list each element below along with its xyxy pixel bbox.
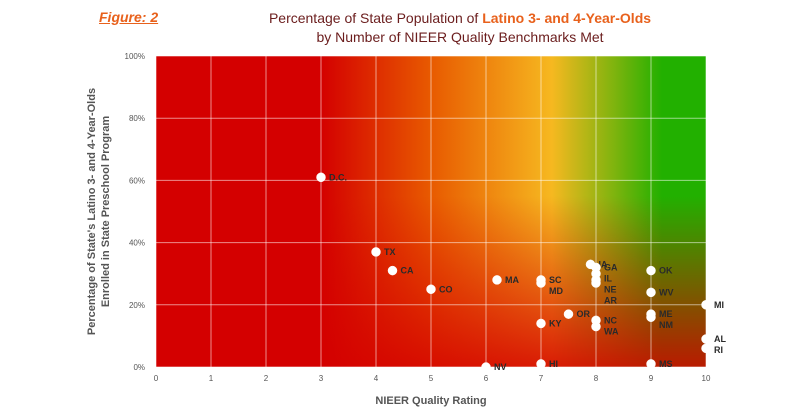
figure-label: Figure: 2: [99, 9, 159, 25]
x-tick-label: 9: [649, 374, 654, 383]
point-label: NC: [604, 315, 617, 325]
data-point: [646, 359, 656, 369]
point-label: MD: [549, 286, 563, 296]
point-label: GA: [604, 262, 618, 272]
chart-title: Percentage of State Population of Latino…: [160, 9, 760, 47]
data-point: [536, 359, 546, 369]
point-label: WV: [659, 287, 674, 297]
point-label: ME: [659, 309, 673, 319]
data-point: [646, 287, 656, 298]
point-label: RI: [714, 345, 723, 355]
plot-left-red: [156, 56, 306, 367]
point-label: HI: [549, 359, 558, 369]
data-point: [536, 278, 546, 288]
point-label: D.C.: [329, 172, 347, 182]
data-point: [646, 265, 656, 276]
point-label: AR: [604, 295, 617, 305]
x-tick-label: 7: [539, 374, 544, 383]
data-point: [387, 265, 398, 276]
y-tick-label: 100%: [125, 52, 145, 61]
y-axis-title-line2: Enrolled in State Preschool Program: [100, 116, 112, 308]
title-line1-text: Percentage of State Population of: [268, 10, 483, 26]
point-label: KY: [549, 318, 562, 328]
x-tick-label: 5: [429, 374, 434, 383]
x-tick-label: 0: [154, 374, 159, 383]
point-label: OR: [577, 309, 591, 319]
point-label: WA: [604, 326, 619, 336]
y-axis-title-line1: Percentage of State's Latino 3- and 4-Ye…: [86, 88, 98, 335]
point-label: MS: [659, 359, 673, 369]
title-highlight: Latino 3- and 4-Year-Olds: [482, 10, 652, 26]
y-tick-label: 80%: [129, 114, 145, 123]
point-label: CO: [439, 284, 453, 294]
y-tick-label: 60%: [129, 176, 145, 185]
point-label: CA: [401, 266, 414, 276]
point-label: NE: [604, 284, 617, 294]
data-point: [481, 362, 491, 372]
point-label: OK: [659, 266, 673, 276]
point-label: IA: [599, 259, 609, 269]
data-point: [492, 275, 502, 285]
x-tick-label: 1: [209, 374, 214, 383]
data-point: [701, 300, 711, 310]
x-tick-label: 3: [319, 374, 324, 383]
data-point: [591, 278, 601, 288]
point-label: NM: [659, 320, 673, 330]
point-label: MA: [505, 275, 519, 285]
title-line2: by Number of NIEER Quality Benchmarks Me…: [316, 29, 604, 45]
point-label: MI: [714, 300, 724, 310]
data-point: [563, 309, 574, 319]
point-label: TX: [384, 247, 396, 257]
data-point: [646, 312, 656, 322]
data-point: [701, 343, 711, 354]
data-point: [536, 318, 546, 329]
point-label: NV: [494, 362, 507, 372]
y-tick-label: 20%: [129, 301, 145, 310]
data-point: [591, 321, 601, 332]
point-label: AL: [714, 334, 726, 344]
point-label: SC: [549, 275, 562, 285]
x-tick-label: 10: [702, 374, 711, 383]
data-point: [426, 284, 436, 294]
y-tick-label: 0%: [133, 363, 145, 372]
point-label: IL: [604, 273, 613, 283]
data-point: [701, 334, 711, 344]
data-point: [371, 247, 381, 257]
data-point: [316, 172, 326, 183]
x-tick-label: 2: [264, 374, 269, 383]
x-tick-label: 6: [484, 374, 489, 383]
x-tick-label: 8: [594, 374, 599, 383]
x-axis-title: NIEER Quality Rating: [375, 395, 486, 407]
x-tick-label: 4: [374, 374, 379, 383]
y-tick-label: 40%: [129, 239, 145, 248]
